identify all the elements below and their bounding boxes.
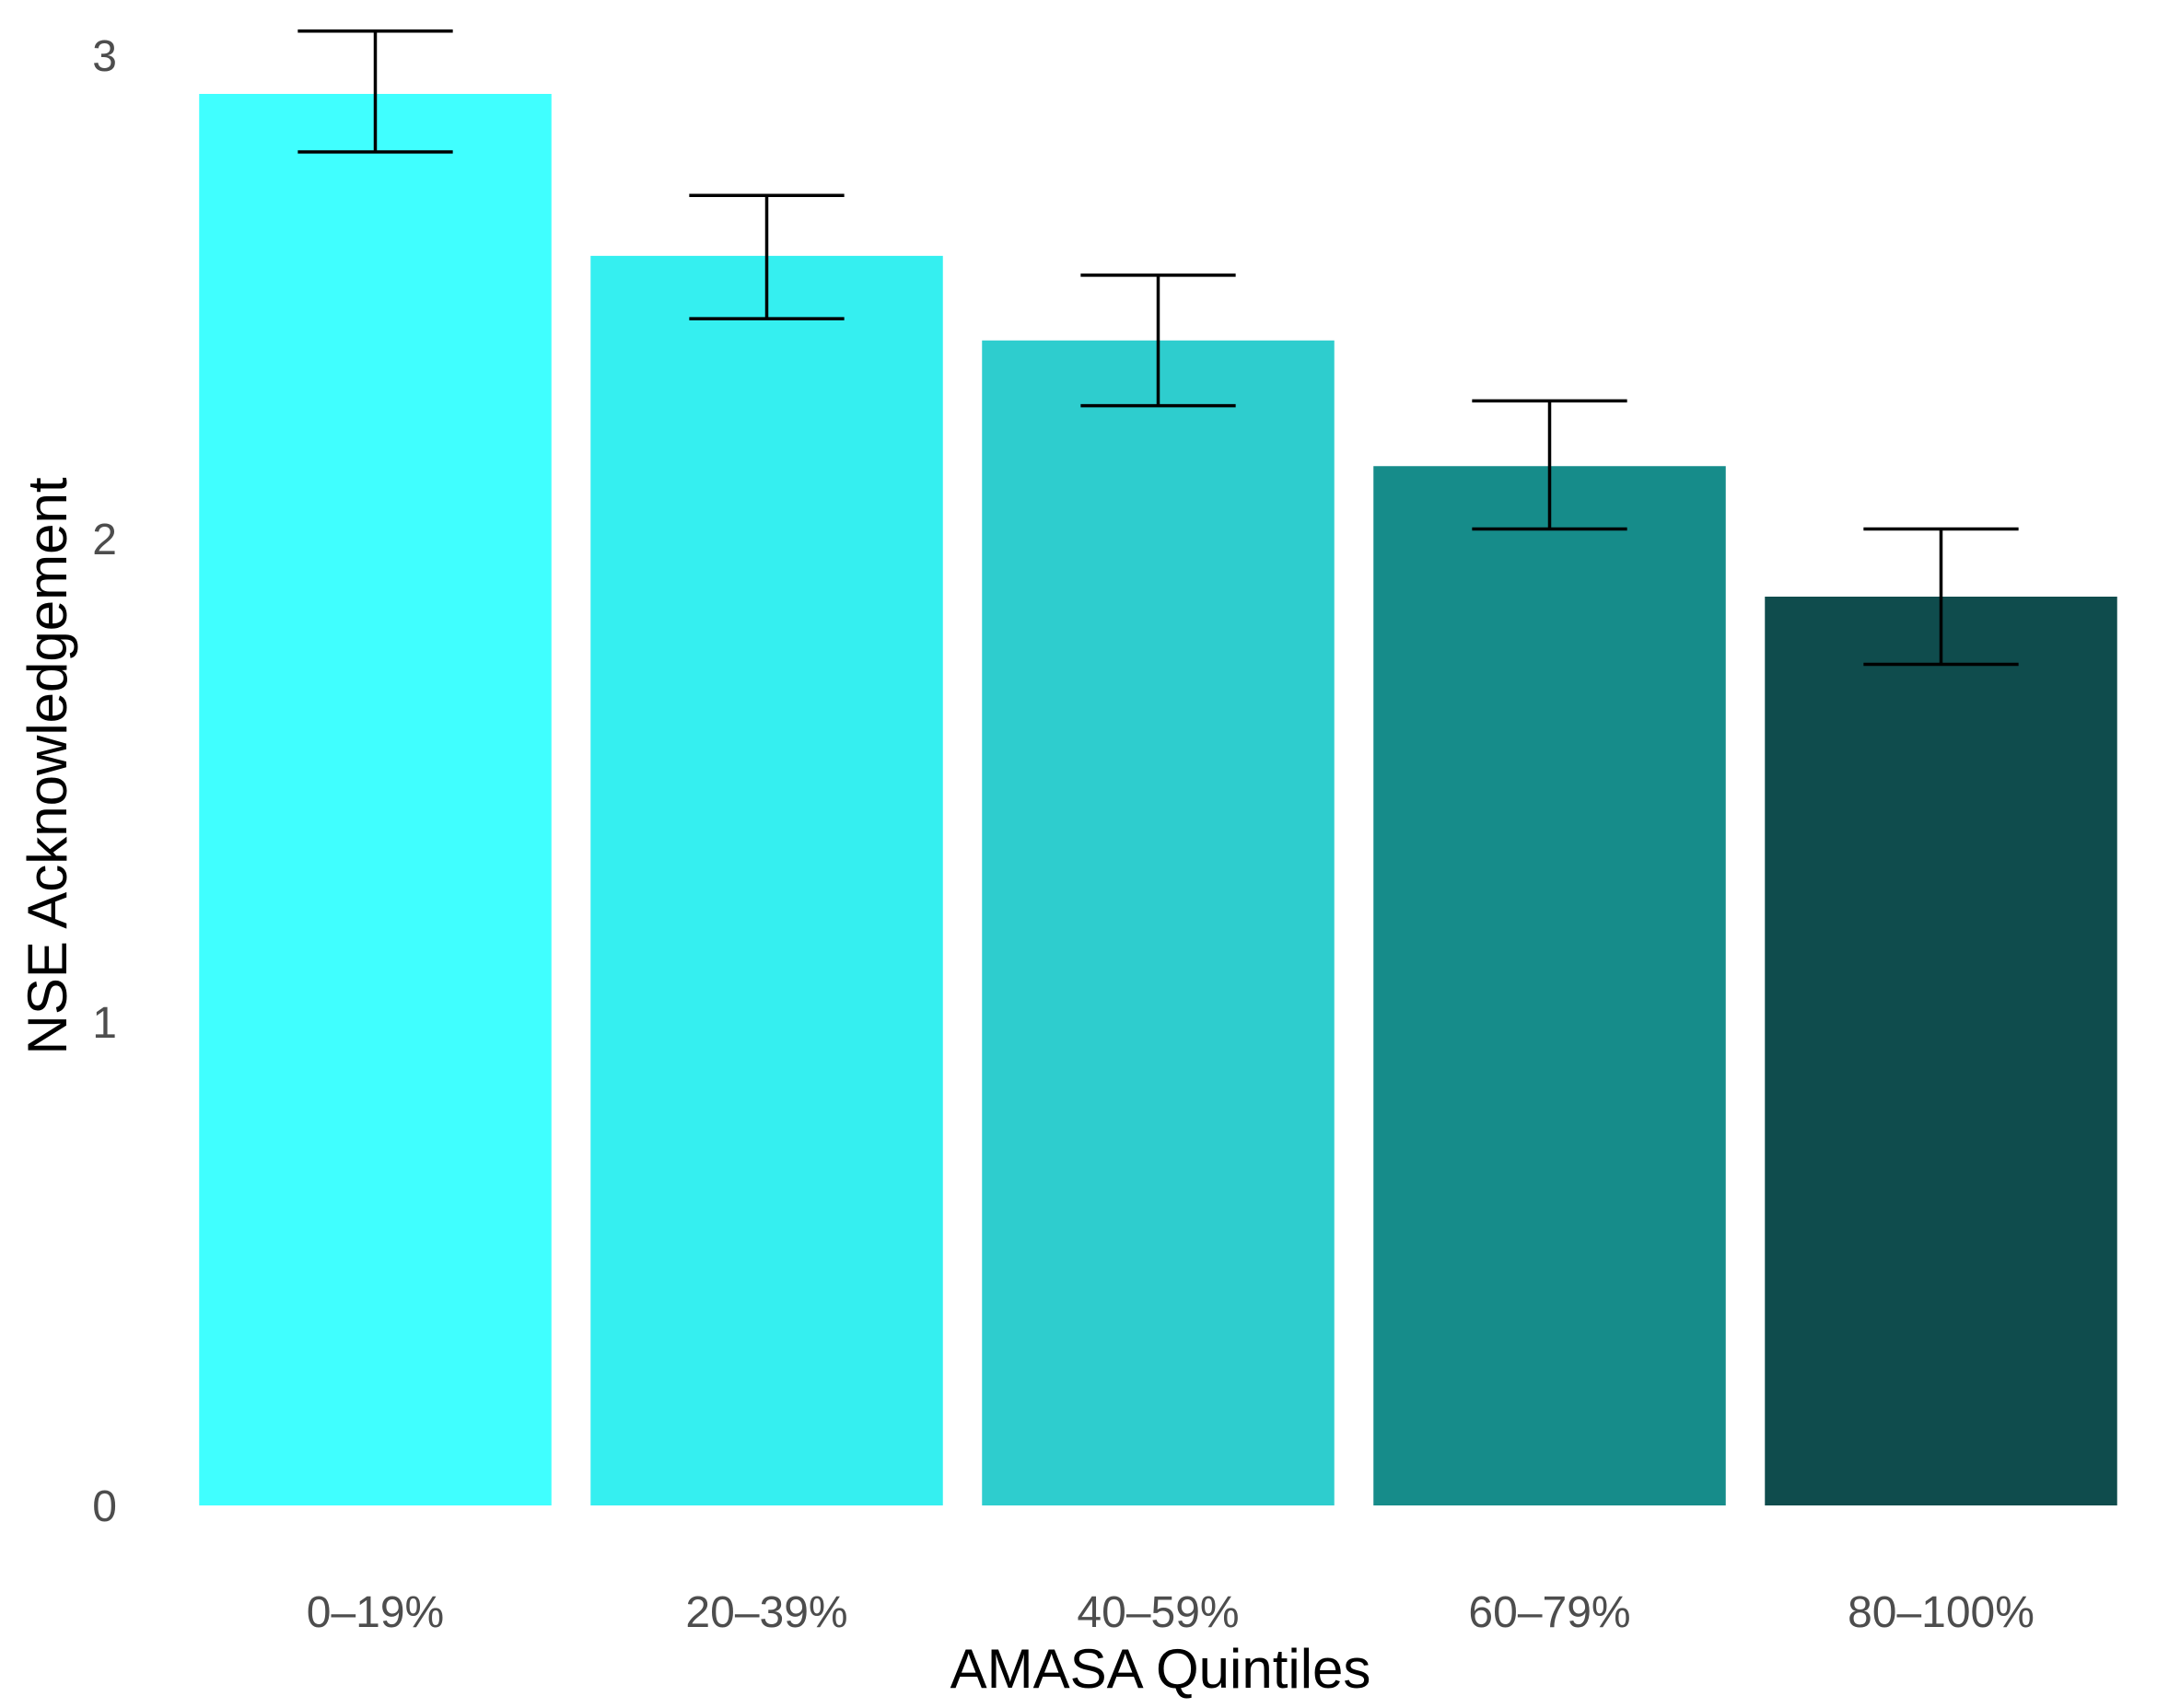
x-tick-label: 80–100% bbox=[1848, 1588, 2035, 1637]
x-tick-label: 0–19% bbox=[307, 1588, 444, 1637]
bar-5 bbox=[1765, 597, 2117, 1505]
x-tick-label: 20–39% bbox=[685, 1588, 847, 1637]
x-tick-label: 60–79% bbox=[1468, 1588, 1630, 1637]
bars-group bbox=[199, 94, 2117, 1505]
y-tick-label: 0 bbox=[92, 1482, 117, 1531]
x-axis-title: AMASA Quintiles bbox=[950, 1638, 1371, 1700]
error-bars-group bbox=[297, 29, 2019, 667]
bar-4 bbox=[1373, 466, 1726, 1505]
error-bar-5 bbox=[1863, 527, 2019, 667]
bar-2 bbox=[590, 255, 943, 1505]
y-axis-ticks: 0 1 2 3 bbox=[92, 32, 117, 1531]
y-tick-label: 2 bbox=[92, 516, 117, 564]
x-tick-label: 40–59% bbox=[1077, 1588, 1239, 1637]
error-bar-4 bbox=[1472, 399, 1627, 531]
error-bar-1 bbox=[297, 29, 453, 154]
y-axis-title: NSE Acknowledgement bbox=[17, 477, 78, 1054]
x-axis-ticks: 0–19% 20–39% 40–59% 60–79% 80–100% bbox=[307, 1588, 2035, 1637]
error-bar-3 bbox=[1080, 273, 1236, 408]
bar-1 bbox=[199, 94, 552, 1505]
y-tick-label: 1 bbox=[92, 999, 117, 1048]
y-tick-label: 3 bbox=[92, 32, 117, 81]
error-bar-2 bbox=[689, 193, 845, 320]
bar-3 bbox=[982, 340, 1335, 1505]
